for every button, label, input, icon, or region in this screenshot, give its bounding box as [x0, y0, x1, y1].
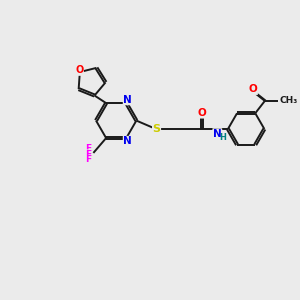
Text: F: F — [85, 150, 92, 159]
Text: H: H — [219, 133, 226, 142]
Text: O: O — [75, 65, 83, 75]
Text: S: S — [152, 124, 160, 134]
Text: O: O — [249, 84, 257, 94]
Text: F: F — [85, 144, 92, 153]
Text: CH₃: CH₃ — [279, 96, 297, 105]
Text: N: N — [213, 129, 222, 139]
Text: N: N — [123, 136, 132, 146]
Text: N: N — [123, 95, 132, 105]
Text: O: O — [198, 108, 207, 118]
Text: F: F — [85, 155, 92, 164]
